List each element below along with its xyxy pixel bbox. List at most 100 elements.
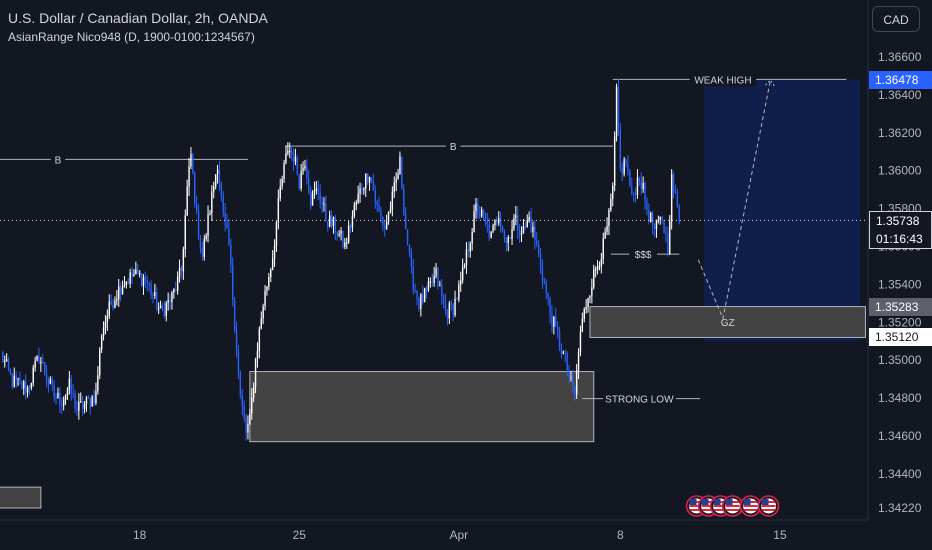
weak-high-price: 1.36478	[875, 73, 919, 88]
candle	[104, 315, 107, 335]
candle	[266, 286, 268, 296]
candle	[423, 287, 426, 303]
candle	[606, 217, 608, 236]
candle	[74, 390, 76, 413]
candle	[446, 309, 449, 326]
candle	[17, 377, 19, 387]
candle	[511, 220, 513, 245]
level-label-0: B	[55, 155, 62, 166]
candle	[15, 370, 17, 389]
candle	[374, 184, 376, 209]
candle	[530, 207, 532, 234]
candle	[610, 193, 612, 212]
candle	[83, 401, 86, 414]
candle	[384, 220, 386, 237]
candle	[361, 183, 363, 196]
candle	[213, 181, 215, 199]
candle	[36, 355, 38, 362]
candle	[594, 266, 597, 278]
candle	[340, 227, 342, 241]
candle	[209, 210, 211, 216]
candle	[237, 345, 240, 380]
candle	[251, 388, 253, 420]
candle	[551, 305, 553, 333]
candle	[591, 278, 593, 304]
candle	[458, 280, 460, 303]
candle	[78, 393, 80, 420]
candle	[5, 353, 8, 362]
candle	[323, 197, 325, 212]
symbol-title[interactable]: U.S. Dollar / Canadian Dollar, 2h, OANDA	[8, 10, 268, 26]
candle	[513, 213, 515, 232]
candle	[110, 294, 112, 306]
economic-event-flag-icon[interactable]	[739, 495, 762, 517]
candle	[99, 347, 101, 380]
candle	[359, 182, 361, 203]
candle	[106, 309, 109, 331]
candle	[298, 173, 300, 190]
candle	[268, 272, 270, 291]
candle	[347, 220, 350, 244]
candle	[486, 213, 489, 233]
candle	[300, 163, 302, 192]
candle	[127, 277, 129, 285]
candle	[577, 348, 580, 379]
candle	[665, 226, 667, 243]
candle	[190, 147, 192, 170]
candle	[480, 206, 483, 218]
candle	[482, 209, 485, 221]
candle	[376, 199, 378, 212]
candle	[137, 263, 139, 275]
candle	[140, 272, 143, 287]
candle	[460, 271, 462, 293]
candle	[157, 302, 160, 315]
candle	[292, 148, 295, 171]
y-tick-label: 1.34400	[878, 467, 922, 481]
economic-event-flag-icon[interactable]	[721, 495, 744, 517]
candle	[617, 78, 620, 137]
candle	[197, 203, 200, 240]
candle	[9, 368, 12, 376]
candle	[378, 196, 380, 213]
candle	[325, 195, 327, 222]
candle	[150, 280, 152, 300]
indicator-label[interactable]: AsianRange Nico948 (D, 1900-0100:1234567…	[8, 30, 255, 44]
candle	[505, 237, 508, 252]
candle	[463, 263, 466, 269]
candle	[243, 400, 245, 422]
candle	[138, 270, 141, 278]
candle	[68, 371, 71, 395]
candle	[674, 184, 677, 194]
candle	[507, 234, 509, 252]
candle	[499, 212, 502, 233]
candle	[156, 286, 158, 312]
zone-label-1: GZ	[721, 318, 735, 329]
candle	[152, 292, 154, 304]
candle	[218, 161, 221, 191]
candle	[399, 151, 401, 175]
candle	[47, 376, 50, 393]
candle	[494, 219, 496, 231]
candle	[80, 392, 82, 404]
currency-button[interactable]: CAD	[872, 6, 920, 32]
candle	[167, 292, 169, 311]
gz-top-price: 1.35283	[875, 299, 919, 314]
economic-event-flag-icon[interactable]	[757, 495, 780, 517]
candle	[192, 152, 194, 175]
candle	[290, 145, 293, 161]
candle	[161, 302, 164, 312]
candle	[85, 395, 88, 412]
candle	[53, 380, 55, 402]
candle	[638, 176, 641, 187]
candle	[146, 275, 148, 292]
candle	[556, 321, 559, 339]
candle	[465, 242, 468, 275]
candle	[279, 178, 281, 202]
candle	[418, 296, 420, 312]
candle	[566, 351, 568, 376]
candle	[123, 276, 126, 288]
candle	[456, 297, 458, 300]
candle	[589, 295, 591, 304]
candle	[247, 415, 249, 440]
